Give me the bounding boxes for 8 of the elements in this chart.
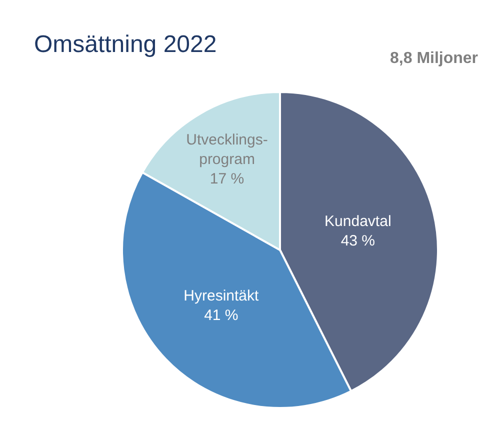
chart-title: Omsättning 2022 (34, 30, 217, 58)
text: 8,8 Miljoner (390, 50, 478, 67)
data-label: 17 % (210, 170, 244, 188)
data-label: 43 % (340, 232, 376, 250)
slice-label: Utvecklings-program (186, 131, 268, 168)
data-label: 41 % (204, 307, 238, 324)
slice-label: Kundavtal (324, 213, 392, 230)
slice-label: Hyresintäkt (184, 288, 260, 304)
